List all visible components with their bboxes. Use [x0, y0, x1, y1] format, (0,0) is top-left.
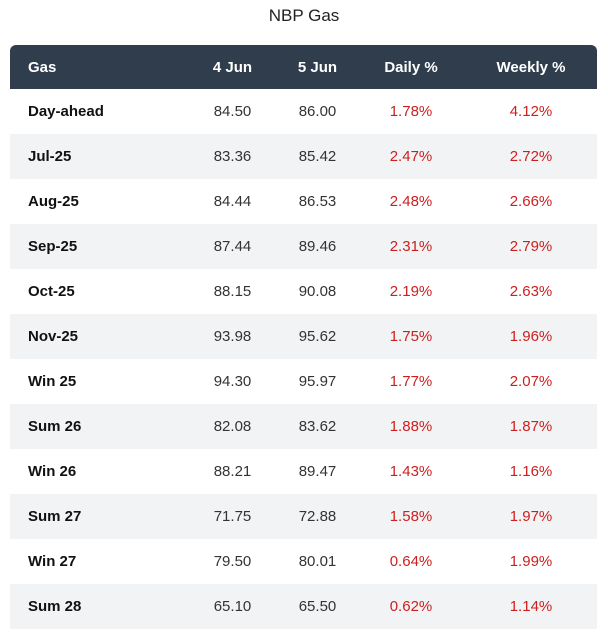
row-weekly-change: 2.72% [509, 148, 553, 165]
row-contract: Day-ahead [28, 103, 104, 120]
row-daily-change: 1.43% [389, 463, 433, 480]
row-daily-change: 0.62% [389, 598, 433, 615]
row-weekly-change: 2.63% [509, 283, 553, 300]
table-row: Sep-25 87.44 89.46 2.31% 2.79% [10, 224, 597, 269]
row-contract: Sum 27 [28, 508, 82, 525]
row-price-2: 90.08 [298, 283, 337, 300]
row-weekly-change: 2.07% [509, 373, 553, 390]
row-daily-change: 1.58% [389, 508, 433, 525]
table-row: Day-ahead 84.50 86.00 1.78% 4.12% [10, 89, 597, 134]
table-header-row: Gas 4 Jun 5 Jun Daily % Weekly % [10, 45, 597, 89]
row-price-2: 85.42 [298, 148, 337, 165]
row-contract: Win 25 [28, 373, 77, 390]
row-daily-change: 2.31% [389, 238, 433, 255]
row-daily-change: 0.64% [389, 553, 433, 570]
row-weekly-change: 1.97% [509, 508, 553, 525]
row-price-2: 86.53 [298, 193, 337, 210]
row-contract: Jul-25 [28, 148, 72, 165]
header-date-2: 5 Jun [297, 58, 338, 76]
table-row: Nov-25 93.98 95.62 1.75% 1.96% [10, 314, 597, 359]
row-price-1: 94.30 [213, 373, 252, 390]
row-weekly-change: 2.79% [509, 238, 553, 255]
row-price-2: 65.50 [298, 598, 337, 615]
row-daily-change: 1.88% [389, 418, 433, 435]
row-weekly-change: 1.14% [509, 598, 553, 615]
row-price-2: 86.00 [298, 103, 337, 120]
row-price-1: 88.21 [213, 463, 252, 480]
row-price-2: 72.88 [298, 508, 337, 525]
table-row: Oct-25 88.15 90.08 2.19% 2.63% [10, 269, 597, 314]
row-price-2: 89.47 [298, 463, 337, 480]
row-daily-change: 1.75% [389, 328, 433, 345]
row-daily-change: 2.47% [389, 148, 433, 165]
row-price-1: 84.50 [213, 103, 252, 120]
table-row: Aug-25 84.44 86.53 2.48% 2.66% [10, 179, 597, 224]
row-price-2: 95.97 [298, 373, 337, 390]
row-weekly-change: 1.87% [509, 418, 553, 435]
header-weekly-change: Weekly % [496, 58, 566, 76]
row-price-1: 65.10 [213, 598, 252, 615]
row-weekly-change: 2.66% [509, 193, 553, 210]
row-price-1: 93.98 [213, 328, 252, 345]
row-contract: Sep-25 [28, 238, 78, 255]
table-row: Sum 27 71.75 72.88 1.58% 1.97% [10, 494, 597, 539]
row-daily-change: 1.78% [389, 103, 433, 120]
row-daily-change: 1.77% [389, 373, 433, 390]
row-price-1: 87.44 [213, 238, 252, 255]
row-price-1: 79.50 [213, 553, 252, 570]
table-row: Jul-25 83.36 85.42 2.47% 2.72% [10, 134, 597, 179]
table-row: Win 27 79.50 80.01 0.64% 1.99% [10, 539, 597, 584]
row-price-1: 88.15 [213, 283, 252, 300]
page-title: NBP Gas [268, 6, 340, 25]
header-gas: Gas [28, 58, 57, 76]
row-contract: Oct-25 [28, 283, 75, 300]
row-contract: Sum 28 [28, 598, 82, 615]
row-price-2: 89.46 [298, 238, 337, 255]
row-weekly-change: 1.96% [509, 328, 553, 345]
header-daily-change: Daily % [384, 58, 438, 76]
row-contract: Nov-25 [28, 328, 79, 345]
nbp-gas-table: Gas 4 Jun 5 Jun Daily % Weekly % Day-ahe… [10, 45, 597, 629]
header-date-1: 4 Jun [212, 58, 253, 76]
row-price-2: 83.62 [298, 418, 337, 435]
row-contract: Aug-25 [28, 193, 79, 210]
row-daily-change: 2.48% [389, 193, 433, 210]
table-row: Win 25 94.30 95.97 1.77% 2.07% [10, 359, 597, 404]
row-weekly-change: 4.12% [509, 103, 553, 120]
row-weekly-change: 1.99% [509, 553, 553, 570]
row-price-1: 82.08 [213, 418, 252, 435]
row-price-1: 83.36 [213, 148, 252, 165]
row-price-1: 84.44 [213, 193, 252, 210]
row-price-2: 95.62 [298, 328, 337, 345]
table-row: Sum 26 82.08 83.62 1.88% 1.87% [10, 404, 597, 449]
row-weekly-change: 1.16% [509, 463, 553, 480]
row-contract: Win 27 [28, 553, 77, 570]
row-price-2: 80.01 [298, 553, 337, 570]
row-daily-change: 2.19% [389, 283, 433, 300]
row-price-1: 71.75 [213, 508, 252, 525]
row-contract: Win 26 [28, 463, 77, 480]
table-row: Sum 28 65.10 65.50 0.62% 1.14% [10, 584, 597, 629]
table-row: Win 26 88.21 89.47 1.43% 1.16% [10, 449, 597, 494]
row-contract: Sum 26 [28, 418, 82, 435]
